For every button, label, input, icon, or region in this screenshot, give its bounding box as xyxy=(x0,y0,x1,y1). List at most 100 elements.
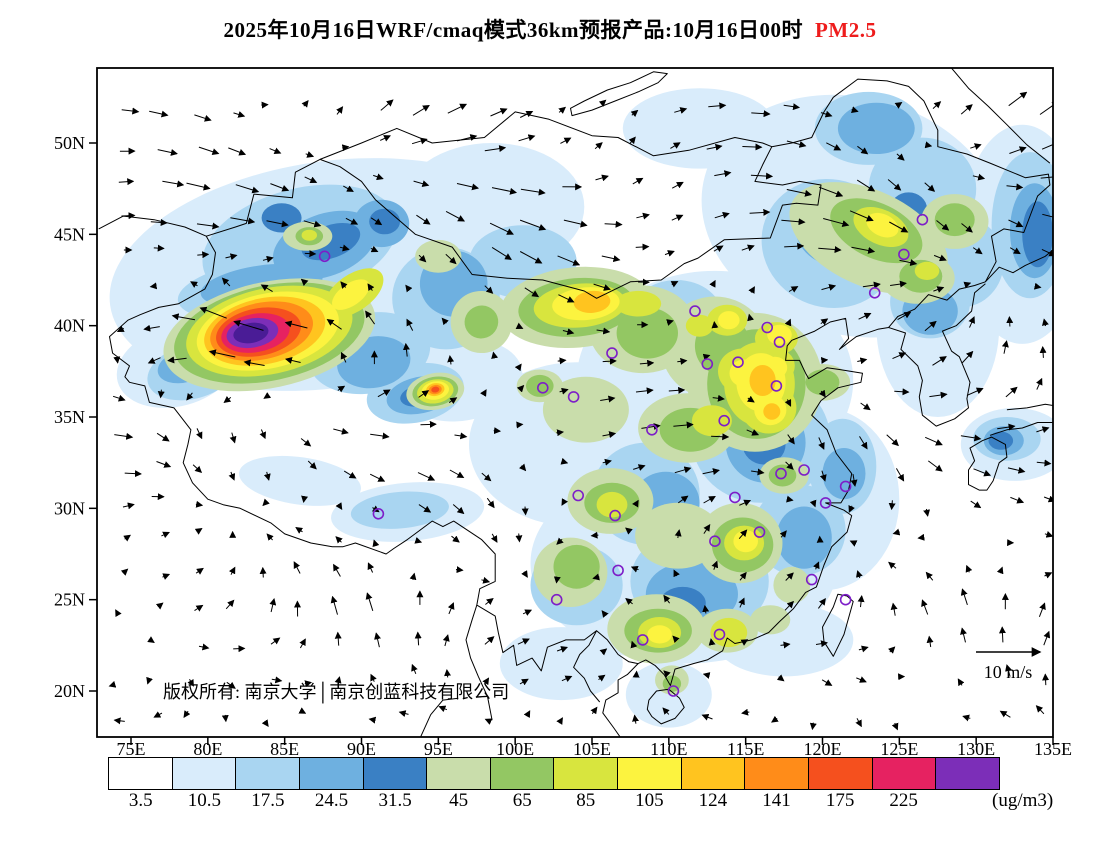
lon-tick-label: 95E xyxy=(424,739,453,759)
wind-vector xyxy=(818,437,825,450)
wind-vector xyxy=(703,524,711,534)
wind-vector xyxy=(340,351,348,363)
wind-vector xyxy=(561,675,573,683)
vietnam-coast-outline xyxy=(602,663,639,737)
wind-vector xyxy=(936,220,950,231)
wind-vector xyxy=(563,219,588,228)
wind-vector xyxy=(1007,466,1026,474)
colorbar-label: 65 xyxy=(512,790,532,811)
wind-vector xyxy=(960,104,973,115)
wind-vector xyxy=(970,500,982,509)
wind-vector xyxy=(929,391,948,399)
wind-vector xyxy=(702,468,720,475)
colorbar-unit: (ug/m3) xyxy=(992,790,1054,811)
wind-vector xyxy=(556,537,564,545)
wind-vector xyxy=(556,717,563,725)
wind-vector xyxy=(1039,345,1047,358)
wind-vector xyxy=(260,284,273,293)
wind-vector xyxy=(895,468,905,482)
wind-vector xyxy=(625,527,633,535)
wind-vector xyxy=(556,429,565,437)
wind-vector xyxy=(199,306,227,319)
wind-vector xyxy=(195,567,204,575)
wind-vector xyxy=(448,397,458,405)
wind-vector xyxy=(300,278,309,286)
wind-vector xyxy=(821,284,837,291)
wind-vector xyxy=(263,471,271,481)
wind-vector xyxy=(343,470,357,479)
wind-vector xyxy=(784,399,792,407)
pm25-contour xyxy=(616,307,678,359)
wind-vector xyxy=(147,357,161,364)
wind-vector xyxy=(820,318,829,326)
wind-vector xyxy=(414,631,422,646)
wind-vector xyxy=(418,254,427,263)
wind-vector xyxy=(198,643,210,651)
lake-baikal-outline xyxy=(570,71,668,117)
colorbar-segment xyxy=(872,758,937,789)
wind-vector xyxy=(625,597,633,606)
wind-vector xyxy=(442,634,450,647)
wind-vector xyxy=(295,527,303,534)
wind-vector xyxy=(593,283,611,291)
wind-reference-label: 10 m/s xyxy=(984,662,1033,682)
wind-vector xyxy=(965,564,973,573)
pm25-contour xyxy=(499,627,623,701)
wind-vector xyxy=(998,626,1006,643)
wind-vector xyxy=(751,110,771,118)
wind-vector xyxy=(560,137,572,144)
wind-vector xyxy=(712,394,725,402)
colorbar-label: 31.5 xyxy=(378,790,412,811)
wind-vector xyxy=(632,177,644,185)
wind-vector xyxy=(784,600,795,611)
wind-vector xyxy=(924,141,933,149)
wind-vector xyxy=(519,111,534,118)
wind-vector xyxy=(1010,496,1025,504)
korea-outline xyxy=(888,283,986,427)
wind-vector xyxy=(417,472,436,481)
wind-vector xyxy=(262,498,270,507)
wind-vector xyxy=(851,246,876,254)
wind-vector xyxy=(817,597,826,609)
laos-border-outline xyxy=(573,630,601,703)
title-text: 2025年10月16日WRF/cmaq模式36km预报产品:10月16日00时 xyxy=(223,18,804,42)
wind-vector xyxy=(307,460,317,470)
wind-vector xyxy=(558,294,575,303)
wind-vector xyxy=(186,392,194,401)
wind-vector xyxy=(157,149,178,156)
wind-vector xyxy=(786,495,794,503)
city-marker xyxy=(701,358,714,370)
wind-vector xyxy=(674,466,692,474)
city-marker xyxy=(819,497,832,509)
wind-vector xyxy=(780,641,791,649)
wind-vector xyxy=(924,182,936,192)
wind-vector xyxy=(341,144,350,152)
wind-vector xyxy=(818,186,844,198)
wind-vector xyxy=(557,255,581,266)
wind-vector xyxy=(517,638,530,645)
wind-vector xyxy=(862,281,881,289)
wind-vector xyxy=(857,145,869,155)
wind-vector xyxy=(489,222,514,235)
city-marker xyxy=(567,391,580,403)
wind-vector xyxy=(1036,426,1050,434)
wind-vector xyxy=(594,142,603,150)
wind-vector xyxy=(147,636,155,643)
lat-tick-label: 50N xyxy=(54,133,85,153)
wind-vector xyxy=(819,470,827,482)
wind-vector xyxy=(748,286,755,294)
kazakh-border-outline xyxy=(98,215,207,237)
wind-vector xyxy=(484,285,494,294)
city-marker xyxy=(689,305,701,317)
wind-vector xyxy=(208,349,236,358)
colorbar-segment xyxy=(363,758,428,789)
colorbar-segment xyxy=(554,758,619,789)
wind-vector xyxy=(714,211,730,219)
wind-vector xyxy=(921,599,929,615)
wind-vector xyxy=(738,529,748,540)
lon-tick-label: 85E xyxy=(270,739,299,759)
wind-vector xyxy=(997,423,1016,431)
city-marker xyxy=(761,321,774,334)
wind-vector xyxy=(484,145,507,153)
kyushu-outline xyxy=(968,436,1008,491)
